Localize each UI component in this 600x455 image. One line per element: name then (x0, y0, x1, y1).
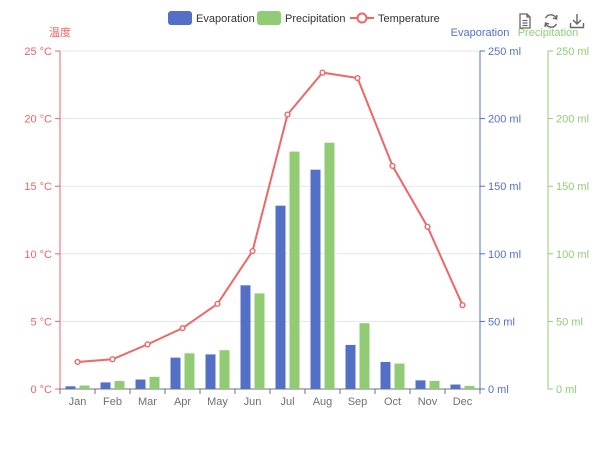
y-tick-label-precipitation: 0 ml (556, 384, 577, 396)
bar-precipitation (114, 381, 125, 389)
y-tick-label-precipitation: 200 ml (556, 114, 589, 126)
x-tick-label: Oct (384, 396, 401, 408)
bar-evaporation (205, 354, 216, 389)
x-tick-label: Dec (453, 396, 473, 408)
x-tick-label: Feb (103, 396, 122, 408)
y-tick-label-temperature: 5 °C (30, 316, 52, 328)
restore-icon[interactable] (542, 12, 560, 30)
y-tick-label-precipitation: 50 ml (556, 316, 583, 328)
x-tick-label: Jul (280, 396, 294, 408)
y-tick-label-precipitation: 100 ml (556, 249, 589, 261)
point-temperature (249, 247, 256, 255)
x-tick-label: Mar (138, 396, 157, 408)
x-tick-label: May (207, 396, 228, 408)
x-tick-label: Sep (348, 396, 368, 408)
bar-evaporation (65, 386, 76, 389)
save-image-icon[interactable] (568, 12, 586, 30)
point-temperature (389, 162, 396, 170)
bar-evaporation (135, 379, 146, 389)
y-axis-title-temperature: 温度 (49, 25, 71, 39)
bar-evaporation (275, 205, 286, 389)
legend-swatch-marker (356, 12, 368, 24)
bar-evaporation (380, 361, 391, 389)
x-tick-label: Aug (313, 396, 333, 408)
y-tick-label-temperature: 0 °C (30, 384, 52, 396)
y-tick-label-evaporation: 100 ml (488, 249, 521, 261)
bar-precipitation (359, 323, 370, 389)
y-tick-label-evaporation: 50 ml (488, 316, 515, 328)
bar-precipitation (219, 350, 230, 389)
y-tick-label-temperature: 15 °C (24, 181, 52, 193)
y-tick-label-precipitation: 150 ml (556, 181, 589, 193)
legend-label-precipitation: Precipitation (285, 13, 346, 25)
bar-evaporation (240, 285, 251, 389)
point-temperature (214, 300, 221, 307)
legend-label-temperature: Temperature (378, 13, 440, 25)
bar-evaporation (170, 357, 181, 389)
point-temperature (354, 74, 361, 82)
point-temperature (319, 69, 326, 76)
legend-label-evaporation: Evaporation (196, 13, 255, 25)
point-temperature (109, 356, 116, 363)
bar-evaporation (450, 384, 461, 389)
bar-evaporation (345, 344, 356, 389)
x-tick-label: Jan (69, 396, 87, 408)
bar-precipitation (429, 380, 440, 389)
bar-precipitation (184, 353, 195, 389)
y-tick-label-temperature: 10 °C (24, 249, 52, 261)
y-tick-label-evaporation: 150 ml (488, 181, 521, 193)
bar-evaporation (310, 169, 321, 389)
point-temperature (459, 302, 466, 309)
toolbox (516, 12, 586, 30)
bar-evaporation (415, 380, 426, 389)
y-tick-label-evaporation: 0 ml (488, 384, 509, 396)
bar-evaporation (100, 382, 111, 389)
bar-precipitation (324, 142, 335, 389)
y-axis-title-precipitation: Precipitation (518, 27, 579, 39)
bar-precipitation (289, 151, 300, 389)
data-view-icon[interactable] (516, 12, 534, 30)
y-tick-label-temperature: 25 °C (24, 46, 52, 58)
point-temperature (424, 223, 431, 230)
x-tick-label: Nov (418, 396, 438, 408)
bar-precipitation (394, 363, 405, 389)
x-tick-label: Jun (244, 396, 262, 408)
point-temperature (284, 111, 291, 118)
y-tick-label-precipitation: 250 ml (556, 46, 589, 58)
y-axis-title-evaporation: Evaporation (451, 27, 510, 39)
bar-precipitation (254, 293, 265, 389)
bar-precipitation (149, 376, 160, 389)
y-tick-label-temperature: 20 °C (24, 114, 52, 126)
x-tick-label: Apr (174, 396, 191, 408)
legend-swatch-precipitation (257, 11, 281, 25)
y-tick-label-evaporation: 250 ml (488, 46, 521, 58)
bar-precipitation (464, 385, 475, 389)
point-temperature (179, 325, 186, 332)
y-tick-label-evaporation: 200 ml (488, 114, 521, 126)
point-temperature (144, 341, 151, 348)
bar-precipitation (79, 385, 90, 389)
point-temperature (74, 358, 81, 366)
legend-swatch-evaporation (168, 11, 192, 25)
line-temperature (77, 71, 464, 363)
